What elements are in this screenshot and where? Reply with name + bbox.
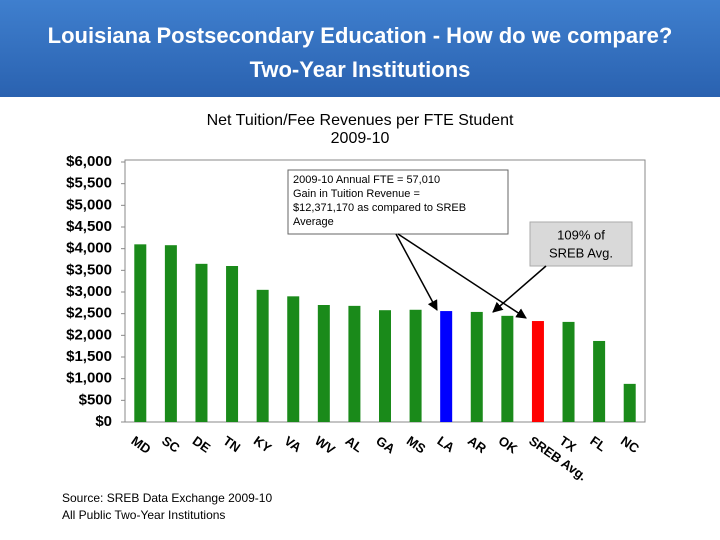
source-text: Source: SREB Data Exchange 2009-10	[62, 491, 272, 505]
bar	[470, 311, 483, 422]
header-title: Louisiana Postsecondary Education - How …	[48, 23, 673, 48]
header-banner	[0, 0, 720, 97]
x-tick-label: FL	[587, 433, 609, 454]
chart-title: Net Tuition/Fee Revenues per FTE Student	[207, 112, 514, 129]
bar	[379, 310, 391, 422]
bar	[531, 321, 544, 422]
y-tick-label: $2,000	[66, 326, 112, 343]
bar	[440, 311, 453, 422]
y-tick-label: $5,500	[66, 175, 112, 192]
bar	[195, 263, 208, 422]
bar	[287, 296, 300, 422]
annotation-text: 109% of	[557, 227, 605, 242]
y-tick-label: $6,000	[66, 153, 112, 170]
bar	[562, 321, 575, 422]
bar	[226, 266, 239, 422]
arrow	[395, 233, 438, 311]
bar	[317, 305, 330, 422]
bar	[593, 340, 606, 422]
y-tick-label: $4,000	[66, 240, 112, 257]
bar	[134, 244, 147, 422]
y-tick-label: $1,500	[66, 348, 112, 365]
bar	[348, 305, 361, 422]
y-tick-label: $4,500	[66, 218, 112, 235]
y-tick-label: $5,000	[66, 196, 112, 213]
bar	[409, 309, 422, 422]
header-title: Two-Year Institutions	[250, 57, 471, 82]
y-tick-label: $0	[95, 413, 112, 430]
arrow	[397, 233, 527, 319]
bar	[164, 245, 177, 422]
annotation-box	[529, 221, 633, 267]
annotation-text: Average	[293, 216, 334, 228]
source-text: All Public Two-Year Institutions	[62, 508, 225, 522]
y-tick-label: $1,000	[66, 370, 112, 387]
arrow	[492, 265, 547, 313]
annotation-box	[287, 169, 509, 235]
annotation-text: 2009-10 Annual FTE = 57,010	[293, 174, 440, 186]
y-tick-label: $3,000	[66, 283, 112, 300]
annotation-text: SREB Avg.	[549, 245, 613, 260]
bar	[256, 289, 269, 422]
bar	[501, 315, 514, 422]
bar	[623, 383, 636, 422]
y-tick-label: $3,500	[66, 261, 112, 278]
y-tick-label: $2,500	[66, 305, 112, 322]
annotation-text: Gain in Tuition Revenue =	[293, 188, 420, 200]
y-tick-label: $500	[79, 391, 112, 408]
chart-title: 2009-10	[331, 130, 390, 147]
annotation-text: $12,371,170 as compared to SREB	[293, 202, 466, 214]
